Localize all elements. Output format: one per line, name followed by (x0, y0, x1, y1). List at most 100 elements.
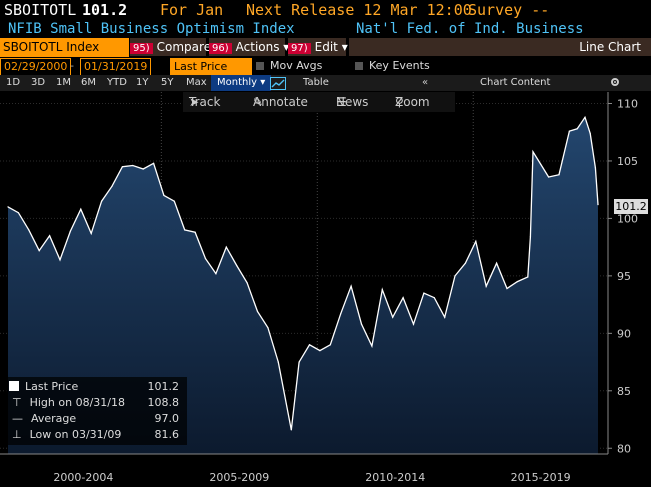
mov-avgs-toggle[interactable]: Mov Avgs (256, 58, 322, 74)
cursor-icon: ➤ (189, 95, 200, 109)
data-point-2002-02 (69, 230, 71, 232)
data-point-2001-02 (38, 250, 40, 252)
data-point-2010-10 (340, 313, 342, 315)
mov-avgs-label: Mov Avgs (270, 59, 323, 72)
legend-low: ⊥ Low on 03/31/09 81.6 (9, 428, 183, 442)
data-point-2007-10 (246, 282, 248, 284)
data-point-2018-10 (589, 132, 591, 134)
data-point-2018-12 (594, 167, 597, 169)
for-period: For Jan (160, 1, 224, 19)
tab-max[interactable]: Max (186, 77, 207, 88)
chart-type-bar[interactable]: Line Chart (349, 38, 651, 56)
edit-num: 97) (288, 43, 311, 54)
data-point-2006-06 (204, 258, 207, 260)
source-name: Nat'l Fed. of Ind. Business (356, 21, 584, 37)
data-point-2007-02 (225, 246, 227, 248)
ticker-field[interactable]: SBOITOTL Index (0, 38, 129, 57)
data-point-2002-06 (80, 208, 82, 210)
y-tick-label-110: 110 (617, 97, 638, 110)
edit-button[interactable]: 97) Edit ▾ (288, 38, 348, 56)
tab-1y[interactable]: 1Y (136, 77, 149, 88)
tab-ytd[interactable]: YTD (107, 77, 127, 88)
data-point-2006-02 (194, 231, 196, 233)
data-point-2000-02 (7, 206, 9, 208)
data-point-2000-10 (28, 229, 30, 231)
data-point-2011-02 (350, 285, 352, 287)
legend-high-label: High on 08/31/18 (29, 396, 125, 409)
current-value: 101.2 (82, 1, 128, 19)
legend-average-label: Average (31, 412, 77, 425)
swatch-icon (9, 381, 19, 391)
key-events-toggle[interactable]: Key Events (355, 58, 430, 74)
tab-3d[interactable]: 3D (31, 77, 46, 88)
y-tick-label-95: 95 (617, 270, 631, 283)
legend-last-label: Last Price (25, 380, 79, 393)
next-release: Next Release 12 Mar 12:00 (246, 1, 472, 19)
tab-5y[interactable]: 5Y (161, 77, 174, 88)
line-chart-icon[interactable] (270, 77, 286, 90)
data-point-2011-10 (371, 345, 373, 347)
data-point-2004-06 (142, 168, 144, 170)
checkbox-icon (256, 62, 264, 70)
field-select[interactable]: Last Price (170, 58, 252, 76)
legend-last-price: Last Price 101.2 (9, 380, 183, 394)
data-point-2016-12 (532, 151, 534, 153)
end-date-input[interactable]: 01/31/2019 (80, 58, 152, 76)
actions-label: Actions ▾ (235, 40, 290, 54)
tab-1d[interactable]: 1D (6, 77, 21, 88)
chart-content-button[interactable]: Chart Content (468, 75, 562, 91)
data-point-2010-06 (329, 344, 331, 346)
start-date-input[interactable]: 02/29/2000 (0, 58, 72, 76)
data-point-2010-02 (319, 350, 321, 352)
chart-type-label: Line Chart (579, 40, 641, 54)
data-point-2000-06 (17, 212, 19, 214)
tab-1m[interactable]: 1M (56, 77, 71, 88)
y-tick-label-105: 105 (617, 155, 638, 168)
tab-6m[interactable]: 6M (81, 77, 96, 88)
data-point-2008-02 (256, 310, 259, 313)
compare-button[interactable]: 95) Compare (130, 38, 211, 56)
collapse-icon[interactable]: « (422, 77, 429, 88)
data-point-2013-10 (433, 297, 435, 299)
data-point-2012-06 (392, 316, 394, 318)
data-point-2009-10 (308, 344, 311, 346)
data-point-2009-06 (298, 361, 300, 363)
data-point-2017-03 (540, 163, 542, 165)
data-point-2017-06 (548, 176, 550, 178)
annotate-label: Annotate (253, 95, 308, 109)
data-point-2008-10 (277, 361, 279, 363)
series-line (7, 115, 599, 431)
actions-button[interactable]: 96) Actions ▾ (209, 38, 289, 56)
data-point-2004-10 (153, 162, 155, 164)
data-point-2012-10 (402, 297, 404, 299)
data-point-2016-10 (527, 276, 529, 278)
data-point-2009-03 (290, 429, 292, 431)
pencil-icon: ✎ (253, 95, 264, 109)
data-point-2015-02 (475, 240, 477, 242)
y-tick-label-100: 100 (617, 212, 638, 225)
checkbox-icon (355, 62, 363, 70)
period-select[interactable]: Monthly ▾ (211, 75, 272, 91)
data-point-2003-10 (121, 166, 123, 168)
index-info-bar: NFIB Small Business Optimism Index Nat'l… (0, 20, 651, 38)
legend-high: ⊤ High on 08/31/18 108.8 (9, 396, 183, 410)
gear-icon[interactable] (604, 75, 626, 91)
track-label: Track (189, 95, 221, 109)
data-point-2001-06 (49, 235, 51, 237)
last-price-badge: 101.2 (614, 199, 648, 214)
x-period-label-3: 2015-2019 (511, 471, 571, 484)
legend-average-value: 97.0 (154, 412, 180, 425)
x-period-label-2: 2010-2014 (365, 471, 425, 484)
table-button[interactable]: Table (303, 77, 329, 88)
data-point-2016-06 (516, 281, 519, 283)
data-point-2018-02 (568, 130, 571, 132)
legend-average: — Average 97.0 (9, 412, 183, 426)
data-point-2001-10 (59, 259, 61, 261)
data-point-2014-10 (464, 262, 466, 264)
date-range-bar: 02/29/2000 - 01/31/2019 Last Price Mov A… (0, 58, 651, 76)
range-tabs-bar: 1D 3D 1M 6M YTD 1Y 5Y Max Monthly ▾ Tabl… (0, 75, 651, 91)
data-point-2016-02 (506, 287, 508, 290)
price-chart[interactable]: 80 85 90 95 100 105 110 2000-2004 2005-2009 2010-… (0, 92, 651, 487)
y-tick-label-85: 85 (617, 385, 631, 398)
data-point-2015-10 (496, 262, 498, 264)
